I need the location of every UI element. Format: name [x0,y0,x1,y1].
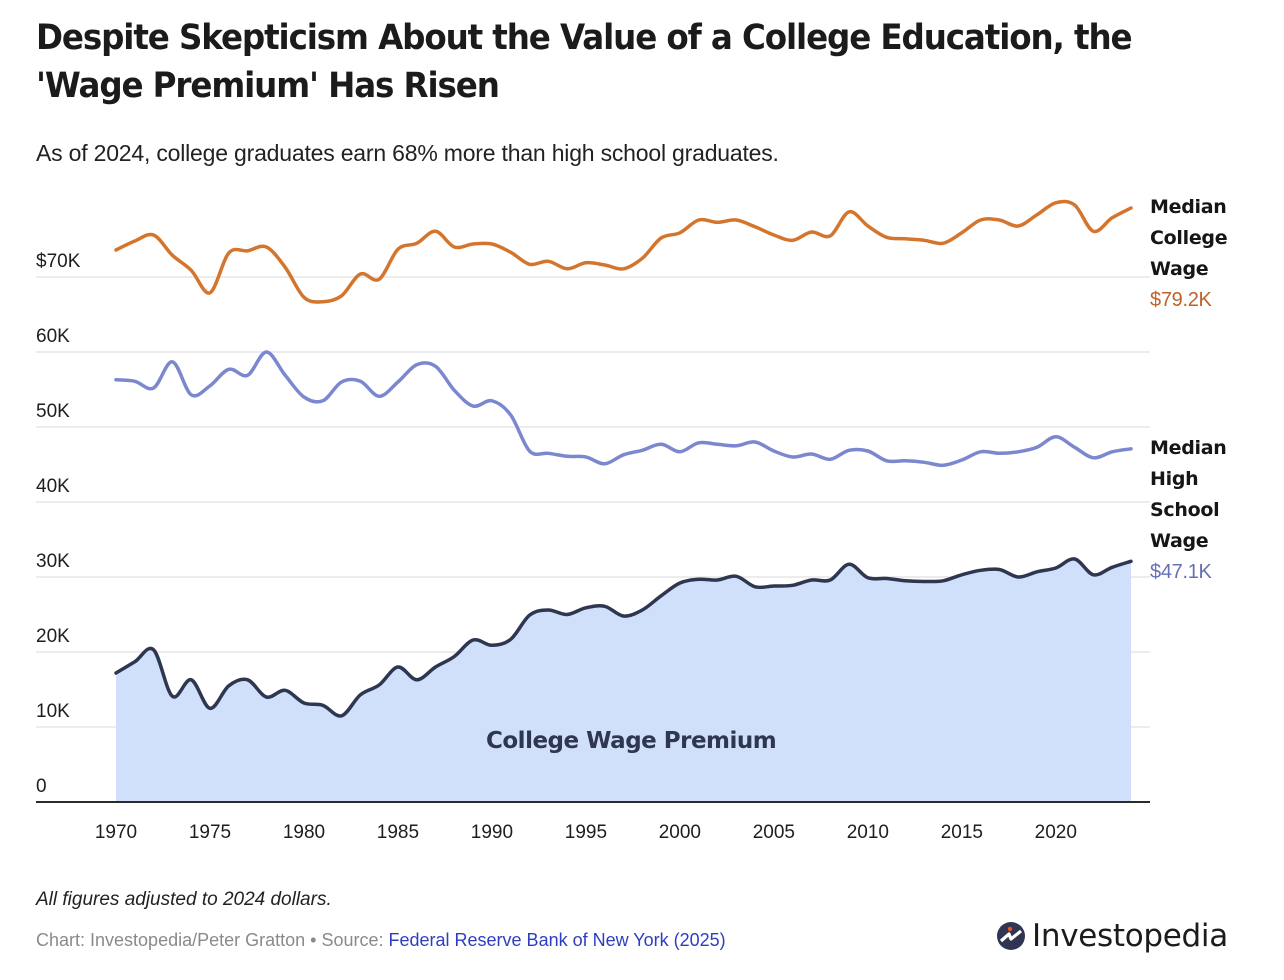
y-tick-label: 20K [36,626,70,647]
x-tick-label: 2020 [1035,822,1077,843]
credit-line: Chart: Investopedia/Peter Gratton • Sour… [36,930,726,951]
series-label-college-line-1: Median [1150,196,1227,218]
x-tick-label: 1980 [283,822,325,843]
chart-subtitle: As of 2024, college graduates earn 68% m… [36,140,779,166]
y-tick-label: $70K [36,251,81,272]
series-line-median-college-wage [114,199,1133,304]
x-tick-label: 1975 [189,822,231,843]
series-lines [114,199,1133,718]
series-line-median-high-school-wage [114,350,1133,468]
area-fill-college-wage-premium [116,558,1131,802]
series-label-college: Median College Wage $79.2K [1150,192,1228,316]
x-axis: 1970 1975 1980 1985 1990 1995 2000 2005 2010 2015… [95,822,1077,843]
chart-title: Despite Skepticism About the Value of a … [36,18,1133,106]
x-tick-label: 2005 [753,822,795,843]
x-tick-label: 2000 [659,822,701,843]
x-tick-label: 2015 [941,822,983,843]
y-tick-label: 0 [36,776,47,797]
credit-text: Chart: Investopedia/Peter Gratton • Sour… [36,930,389,950]
source-link[interactable]: Federal Reserve Bank of New York (2025) [388,930,726,950]
x-tick-label: 2010 [847,822,889,843]
y-tick-label: 50K [36,401,70,422]
series-line-college-wage-premium [114,557,1133,718]
series-label-high-school: Median High School Wage $47.1K [1150,433,1227,588]
series-end-value-college: $79.2K [1150,289,1212,311]
y-tick-label: 30K [36,551,70,572]
investopedia-logo: Investopedia [996,918,1228,954]
x-tick-label: 1970 [95,822,137,843]
area-label-college-wage-premium: College Wage Premium [486,728,776,754]
series-label-hs-line-2: High [1150,468,1199,490]
series-label-college-line-3: Wage [1150,258,1209,280]
x-tick-label: 1985 [377,822,419,843]
footnote: All figures adjusted to 2024 dollars. [36,889,332,910]
x-tick-label: 1990 [471,822,513,843]
logo-wordmark: Investopedia [1032,918,1228,954]
y-tick-label: 10K [36,701,70,722]
premium-area [116,558,1131,802]
series-end-value-high-school: $47.1K [1150,561,1212,583]
series-label-hs-line-4: Wage [1150,530,1209,552]
y-axis: 0 10K 20K 30K 40K 50K 60K $70K [36,251,81,797]
y-tick-label: 60K [36,326,70,347]
series-label-hs-line-1: Median [1150,437,1227,459]
y-tick-label: 40K [36,476,70,497]
series-label-college-line-2: College [1150,227,1228,249]
chart-canvas: 0 10K 20K 30K 40K 50K 60K $70K 1970 1975 1980 1985… [36,199,1150,843]
series-label-hs-line-3: School [1150,499,1220,521]
investopedia-logo-icon [997,922,1025,950]
x-tick-label: 1995 [565,822,607,843]
